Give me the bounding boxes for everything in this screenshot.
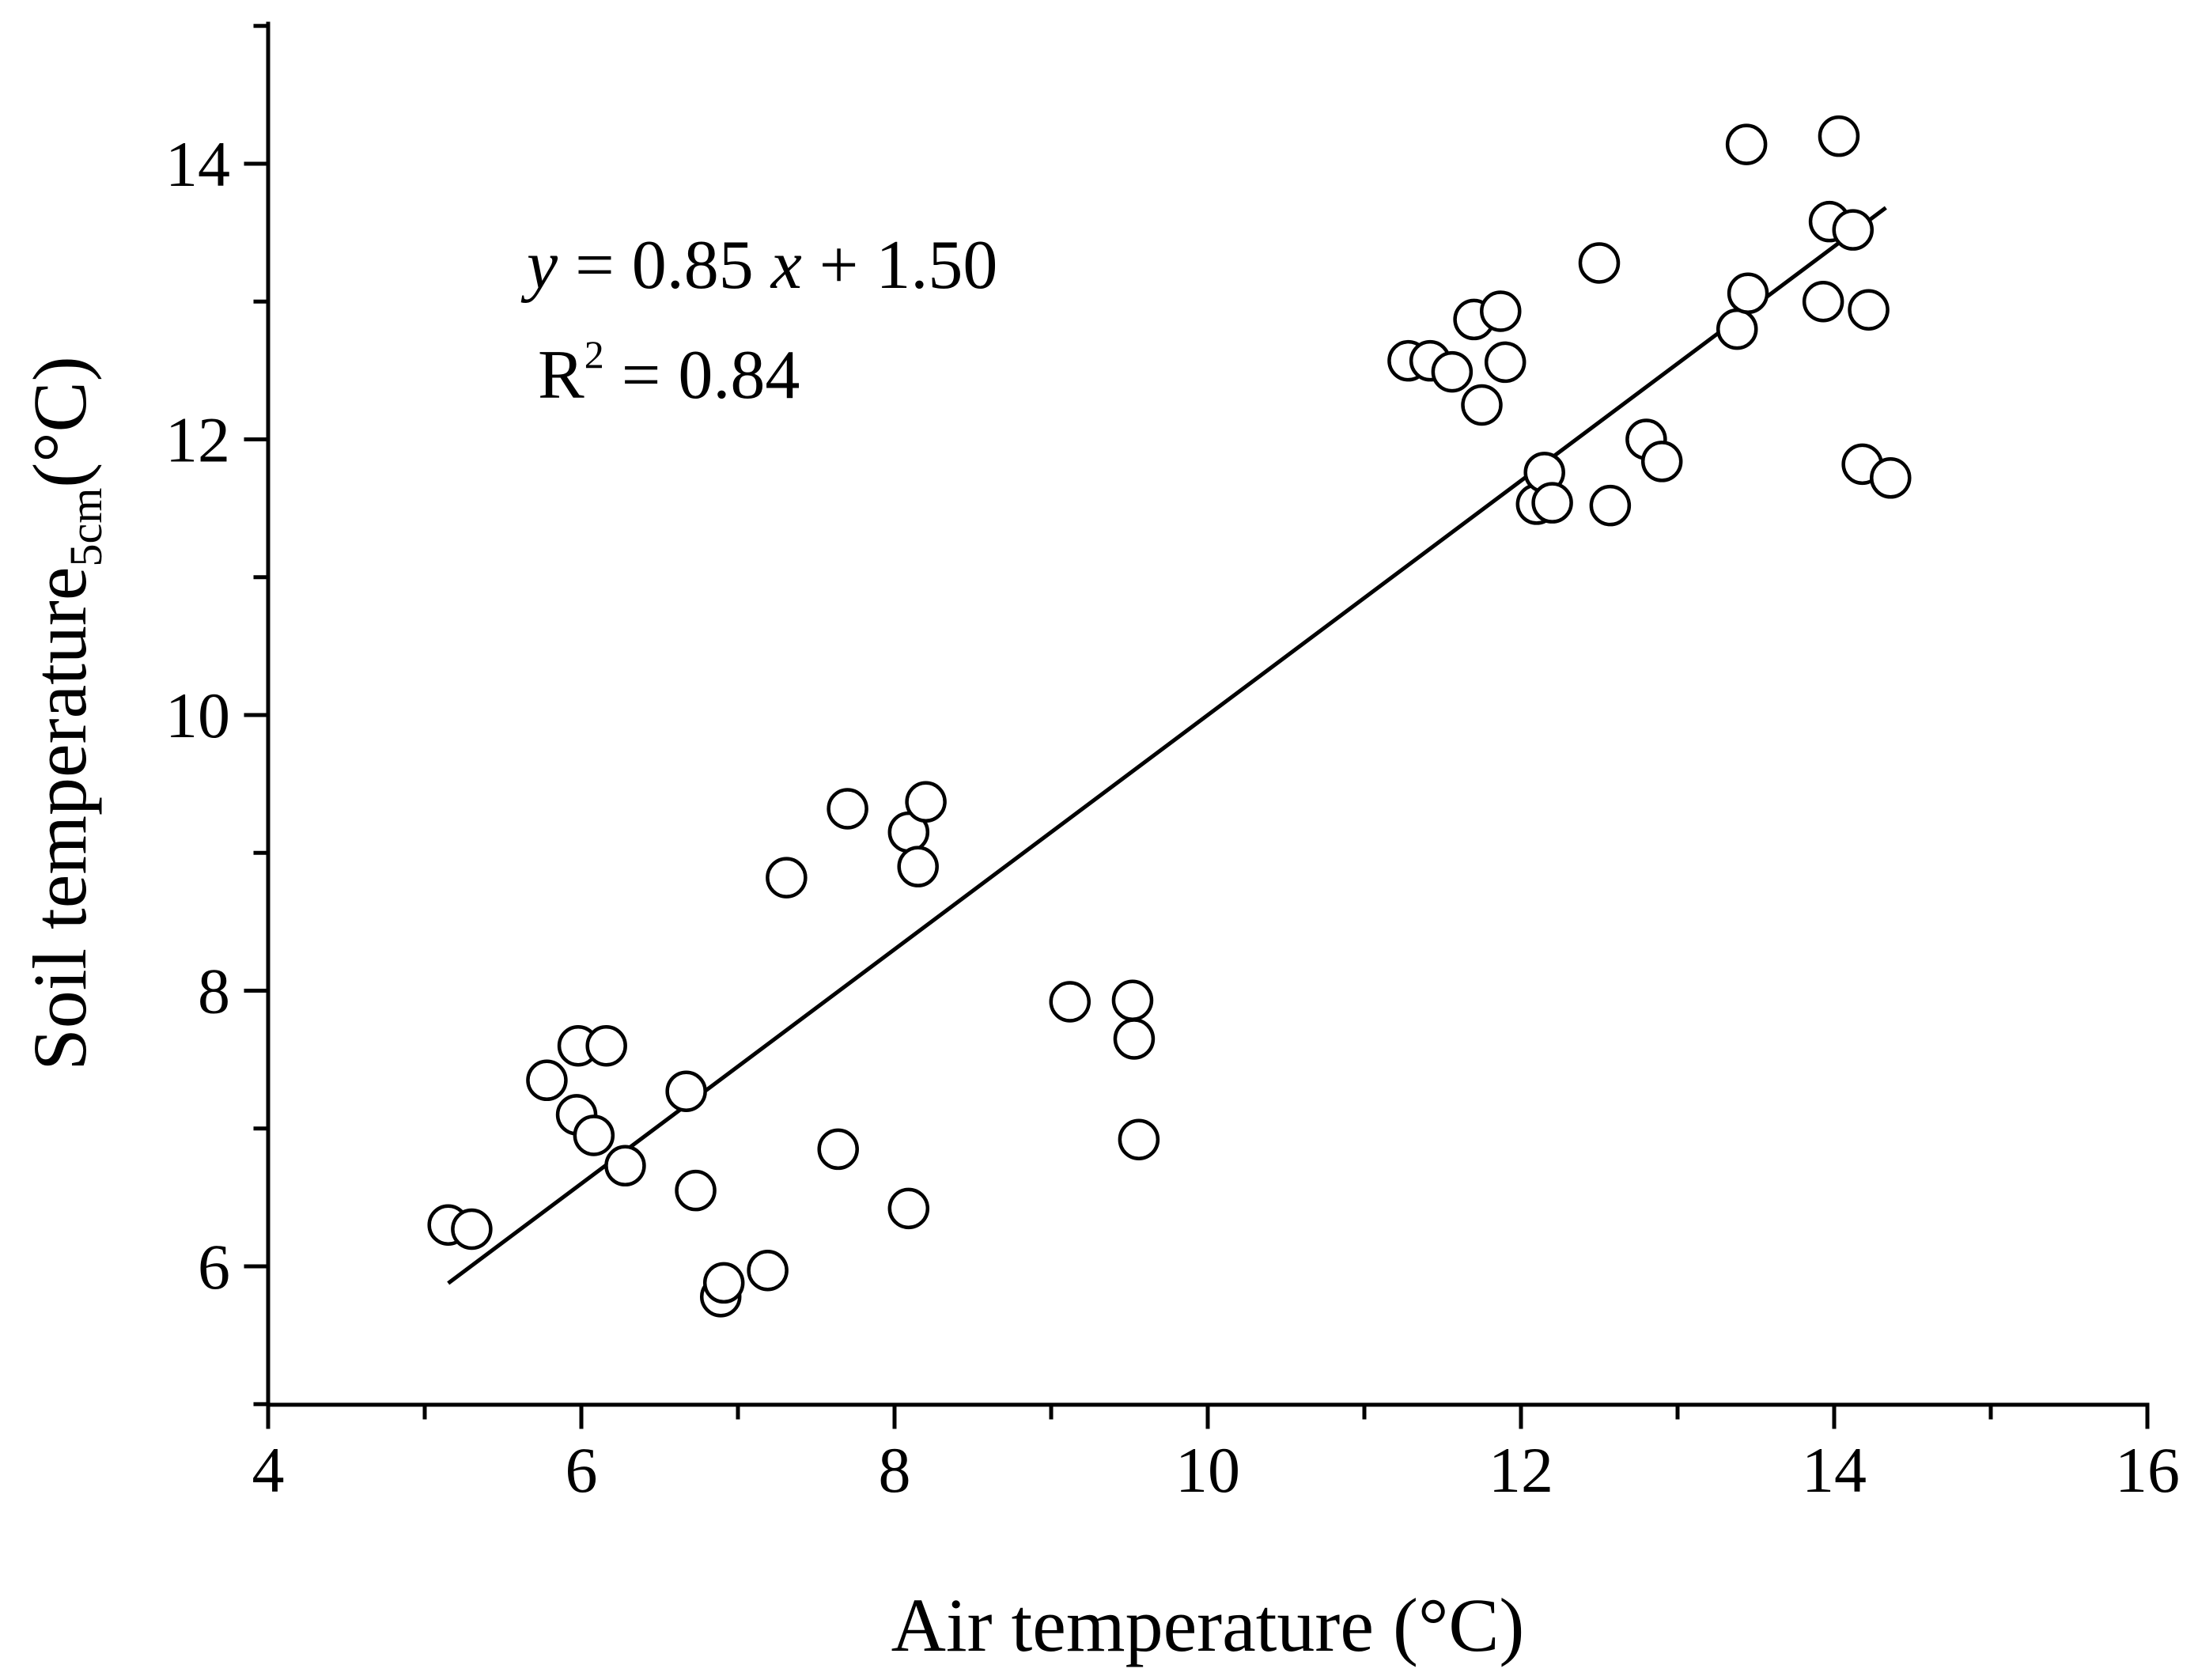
data-point xyxy=(526,1059,568,1102)
data-point xyxy=(1727,272,1769,315)
data-point xyxy=(1589,484,1632,527)
equation-tail: + 1.50 xyxy=(802,227,998,304)
y-axis-title-main: Soil temperature xyxy=(17,567,102,1071)
data-point xyxy=(897,846,939,887)
x-tick-label: 6 xyxy=(566,1434,598,1506)
data-point xyxy=(665,1070,707,1112)
data-point xyxy=(1049,981,1091,1023)
x-tick-label: 10 xyxy=(1175,1434,1240,1506)
data-point xyxy=(1118,1118,1160,1160)
data-point xyxy=(573,1114,615,1156)
data-point xyxy=(1461,384,1503,426)
y-tick-label: 14 xyxy=(165,128,230,200)
data-point xyxy=(1716,308,1758,350)
x-tick-label: 14 xyxy=(1802,1434,1867,1506)
r-squared-value: = 0.84 xyxy=(604,337,800,414)
y-axis-title: Soil temperature5cm(°C) xyxy=(17,356,112,1070)
x-tick-label: 16 xyxy=(2115,1434,2180,1506)
equation-mid: = 0.85 xyxy=(558,227,771,304)
data-point xyxy=(1484,341,1526,384)
data-point xyxy=(1870,457,1912,499)
data-point xyxy=(1111,979,1154,1021)
data-point xyxy=(766,857,808,899)
data-point xyxy=(1802,281,1844,323)
data-point xyxy=(1431,350,1474,393)
x-tick-label: 8 xyxy=(879,1434,911,1506)
data-point xyxy=(1832,209,1875,251)
y-tick-label: 10 xyxy=(165,679,230,751)
data-point xyxy=(1113,1018,1156,1060)
data-point xyxy=(675,1169,717,1212)
x-tick-label: 12 xyxy=(1489,1434,1553,1506)
r-squared-label: R2 = 0.84 xyxy=(538,332,800,414)
data-point xyxy=(817,1128,859,1171)
y-tick-label: 6 xyxy=(198,1231,230,1303)
data-point xyxy=(1480,290,1522,332)
data-point xyxy=(1578,242,1621,284)
data-point xyxy=(747,1249,789,1292)
data-point xyxy=(585,1024,627,1067)
y-axis-title-unit: (°C) xyxy=(17,356,102,487)
r-squared-symbol: R xyxy=(538,337,584,414)
data-point xyxy=(1818,115,1860,157)
data-points xyxy=(427,115,1912,1318)
data-point xyxy=(1640,441,1683,482)
y-axis-title-subscript: 5cm xyxy=(60,488,112,567)
data-point xyxy=(1725,123,1768,165)
data-point xyxy=(905,781,947,823)
y-tick-label: 8 xyxy=(198,955,230,1027)
y-tick-label: 12 xyxy=(165,404,230,476)
equation-x-var: x xyxy=(770,227,802,304)
data-point xyxy=(604,1145,646,1187)
regression-equation: y = 0.85 x + 1.50 xyxy=(520,227,997,304)
x-tick-label: 4 xyxy=(252,1434,285,1506)
x-axis-title: Air temperature (°C) xyxy=(891,1583,1525,1667)
x-ticks: 4 6 8 10 12 14 16 xyxy=(252,1402,2180,1506)
data-point xyxy=(702,1262,745,1304)
r-squared-exponent: 2 xyxy=(584,332,604,376)
y-ticks: 6 8 10 12 14 xyxy=(165,24,270,1406)
data-point xyxy=(451,1208,493,1251)
data-point xyxy=(887,1187,930,1230)
data-point xyxy=(1531,482,1573,524)
data-point xyxy=(827,788,868,830)
equation-y-var: y xyxy=(520,227,558,304)
data-point xyxy=(1848,289,1890,331)
